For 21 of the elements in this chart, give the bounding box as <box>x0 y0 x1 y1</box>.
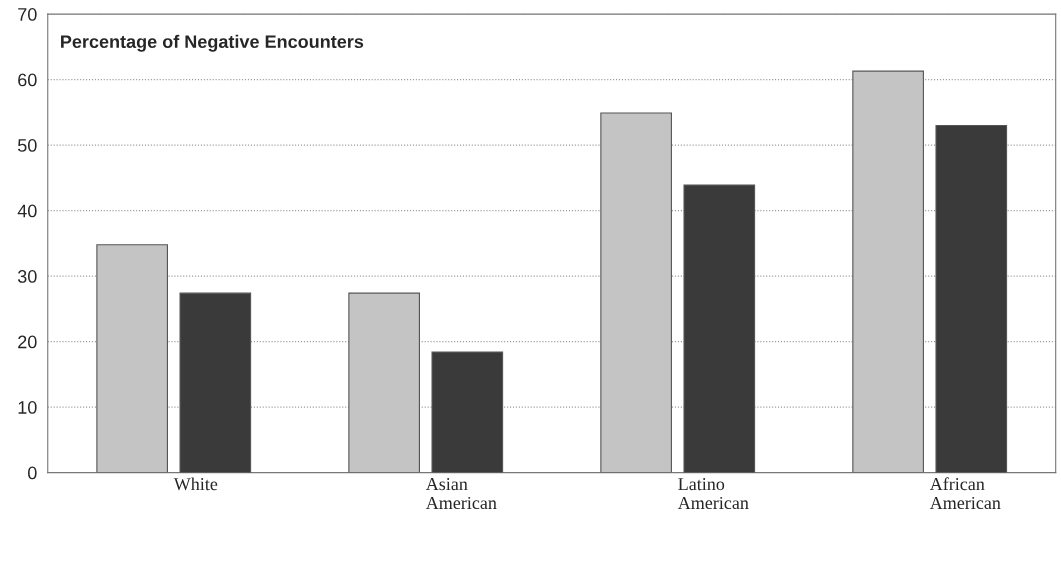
y-tick-label: 40 <box>17 204 37 218</box>
bar <box>935 124 1008 473</box>
y-tick-label: 0 <box>27 466 37 480</box>
bar <box>600 112 672 473</box>
x-tick-label: Latino American <box>677 478 749 510</box>
y-tick-label: 20 <box>18 335 37 349</box>
x-tick-label: Asian American <box>425 478 497 510</box>
bar <box>852 70 924 473</box>
y-tick-label: 70 <box>18 8 37 21</box>
y-tick-label: 10 <box>18 401 37 414</box>
y-tick-label: 50 <box>17 139 37 152</box>
text: Percentage of Negative Encounters <box>61 34 364 52</box>
x-tick-label: African American <box>929 477 1001 510</box>
y-tick-label: 30 <box>17 270 37 283</box>
y-tick-label: 60 <box>18 73 37 87</box>
bar <box>431 351 504 473</box>
bar <box>348 292 420 473</box>
bar <box>96 244 168 473</box>
x-tick-label: White <box>173 477 218 491</box>
bar <box>179 292 252 473</box>
bar <box>683 184 756 473</box>
